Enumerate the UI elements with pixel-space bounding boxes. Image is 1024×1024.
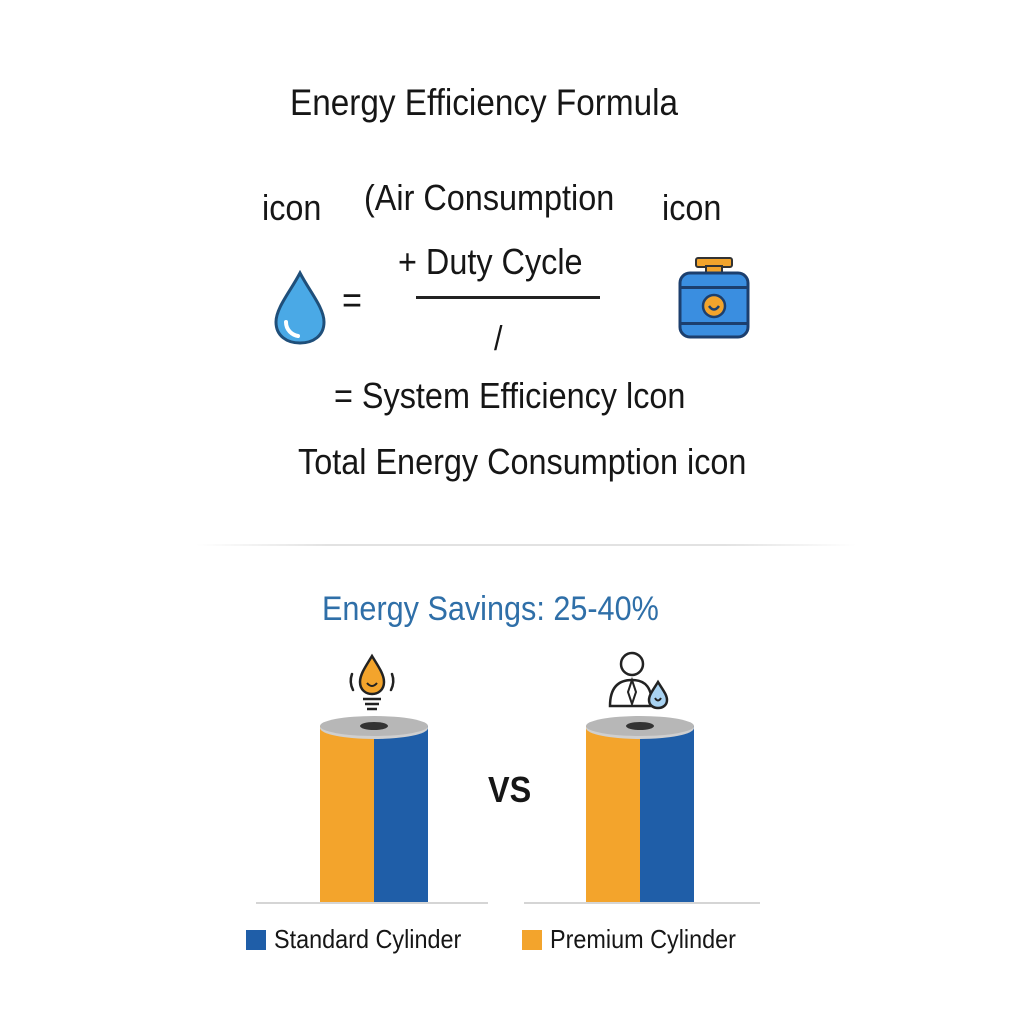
- baseline-left: [256, 902, 488, 904]
- legend-premium-label: Premium Cylinder: [550, 924, 736, 954]
- result-system-efficiency: = System Efficiency lcon: [334, 375, 686, 416]
- energy-savings-title: Energy Savings: 25-40%: [322, 590, 659, 628]
- standard-cylinder: [320, 716, 428, 904]
- legend-premium-swatch: [522, 930, 542, 950]
- section-divider: [196, 544, 856, 546]
- premium-cylinder: [586, 716, 694, 904]
- icon-placeholder-top-left: icon: [262, 187, 322, 228]
- baseline-right: [524, 902, 760, 904]
- person-drop-icon: [608, 651, 669, 710]
- numerator-air-consumption: (Air Consumption: [364, 177, 615, 218]
- fraction-bar: [416, 296, 600, 299]
- oil-drop-bulb-icon: [349, 653, 395, 711]
- tank-icon: [678, 257, 750, 339]
- division-slash: /: [494, 320, 503, 358]
- legend-standard-label: Standard Cylinder: [274, 924, 462, 954]
- legend-standard-swatch: [246, 930, 266, 950]
- icon-placeholder-top-right: icon: [662, 187, 722, 228]
- total-energy-consumption: Total Energy Consumption icon: [298, 441, 747, 482]
- vs-label: VS: [488, 769, 532, 810]
- numerator-duty-cycle: + Duty Cycle: [398, 241, 583, 282]
- equals-sign: =: [342, 280, 362, 322]
- water-drop-icon: [274, 270, 326, 345]
- formula-title: Energy Efficiency Formula: [290, 82, 679, 123]
